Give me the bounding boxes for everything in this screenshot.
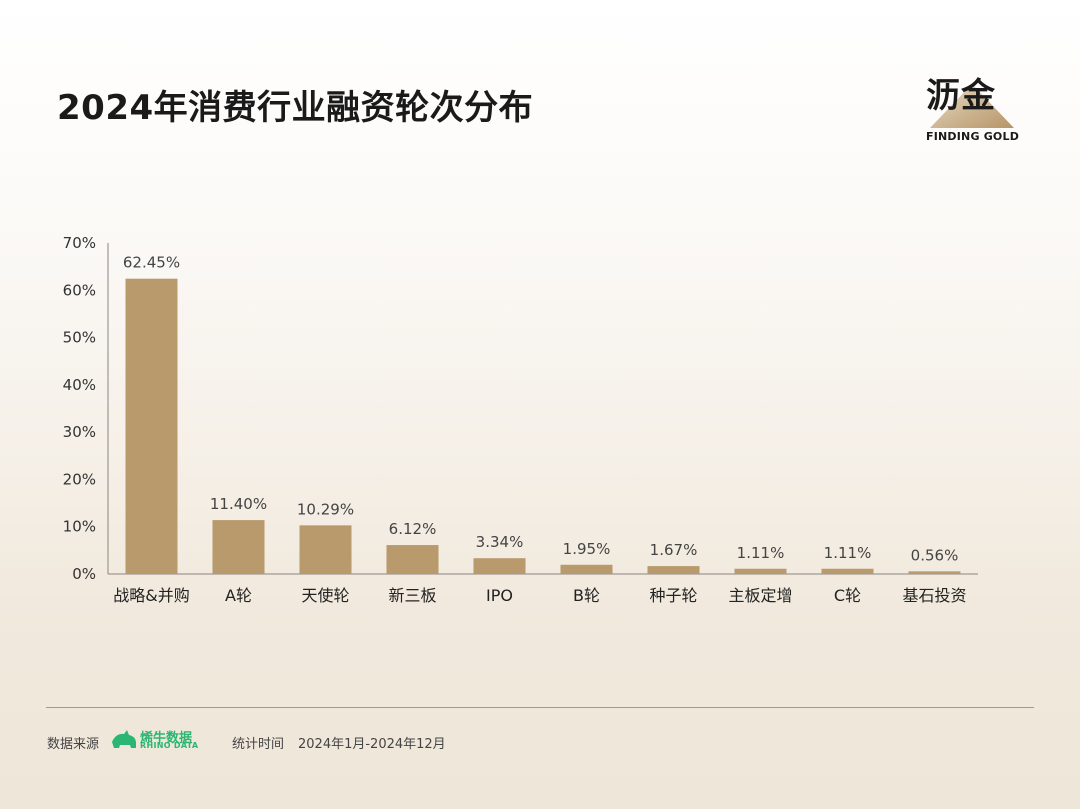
y-tick-label: 50% (63, 329, 96, 347)
brand-logo: 沥金 FINDING GOLD (916, 66, 1026, 146)
source-label: 数据来源 (47, 737, 100, 752)
x-tick-label: C轮 (834, 586, 861, 605)
data-label: 10.29% (297, 500, 354, 518)
x-tick-label: 基石投资 (902, 586, 966, 605)
y-tick-label: 70% (63, 234, 96, 252)
y-tick-label: 10% (63, 518, 96, 536)
x-tick-label: 新三板 (388, 586, 436, 605)
bar (386, 545, 439, 574)
bar-chart: 0% 10% 20% 30% 40% 50% 60% 70% 62.45% 战略&并购 11.40%… (63, 234, 978, 605)
y-tick-label: 20% (63, 470, 96, 488)
bar (212, 520, 265, 574)
data-label: 1.11% (824, 544, 872, 562)
source-brand-name: 烯牛数据 (140, 731, 193, 746)
data-label: 3.34% (476, 533, 524, 551)
data-label: 62.45% (123, 254, 180, 272)
bar (821, 568, 874, 574)
y-tick-label: 60% (63, 281, 96, 299)
bar (734, 568, 787, 574)
bar (560, 564, 613, 574)
x-tick-label: 天使轮 (301, 586, 349, 605)
logo-subtitle: FINDING GOLD (926, 130, 1020, 143)
period-label: 统计时间 (232, 737, 285, 752)
bar (647, 566, 700, 574)
logo-name: 沥金 (926, 76, 996, 116)
rhino-icon (112, 730, 136, 748)
data-label: 1.67% (650, 541, 698, 559)
bar (125, 278, 178, 574)
bar (299, 525, 352, 574)
period-value: 2024年1月-2024年12月 (298, 737, 446, 752)
x-tick-label: 主板定增 (728, 586, 792, 605)
y-tick-label: 0% (72, 565, 96, 583)
bar (908, 571, 961, 574)
footer-divider (46, 707, 1034, 708)
x-tick-label: 种子轮 (649, 586, 697, 605)
chart-title: 2024年消费行业融资轮次分布 (57, 88, 534, 128)
data-label: 11.40% (210, 495, 267, 513)
data-label: 0.56% (911, 546, 959, 564)
bar (473, 558, 526, 574)
x-tick-label: IPO (486, 586, 513, 605)
source-brand: 烯牛数据 RHINO DATA (110, 727, 220, 753)
x-tick-label: B轮 (573, 586, 600, 605)
logo-triangle-icon (930, 84, 1014, 128)
data-label: 6.12% (389, 520, 437, 538)
y-tick-label: 30% (63, 423, 96, 441)
data-label: 1.95% (563, 540, 611, 558)
data-label: 1.11% (737, 544, 785, 562)
y-tick-label: 40% (63, 376, 96, 394)
source-brand-en: RHINO DATA (140, 741, 199, 750)
x-tick-label: A轮 (225, 586, 252, 605)
x-tick-label: 战略&并购 (113, 586, 189, 605)
